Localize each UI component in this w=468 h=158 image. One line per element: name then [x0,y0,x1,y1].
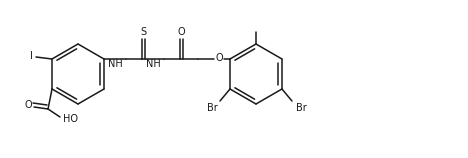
Text: NH: NH [108,59,122,69]
Text: I: I [29,51,32,61]
Text: NH: NH [146,59,161,69]
Text: O: O [177,27,185,37]
Text: Br: Br [207,103,217,113]
Text: O: O [24,100,32,110]
Text: O: O [215,53,223,63]
Text: S: S [140,27,146,37]
Text: Br: Br [296,103,307,113]
Text: HO: HO [63,114,78,124]
